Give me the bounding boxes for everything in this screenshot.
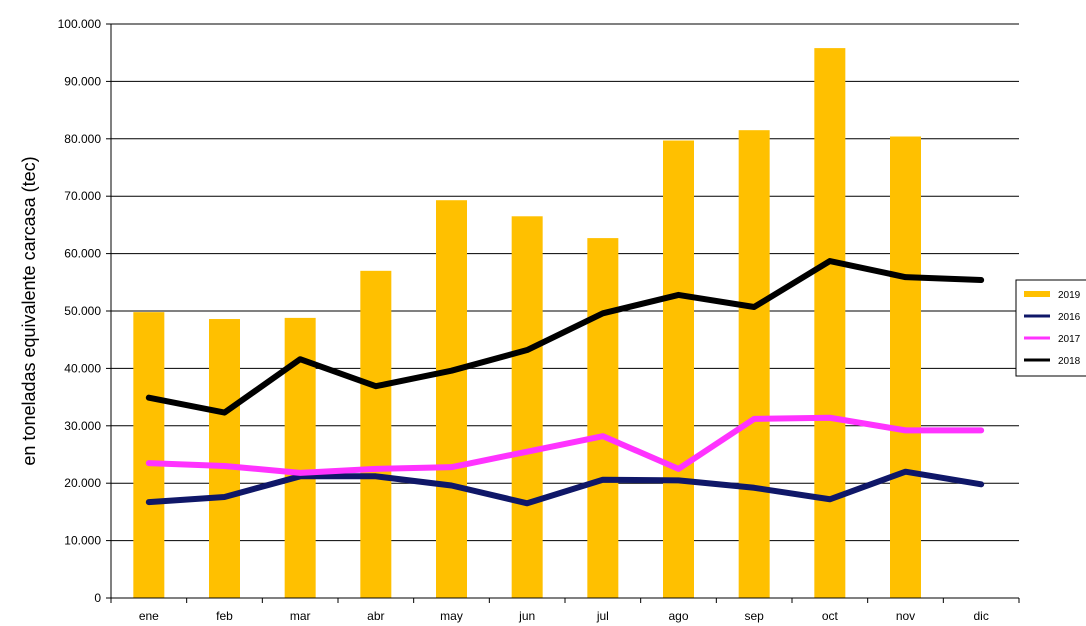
y-tick-label: 80.000 (64, 132, 101, 146)
bar-series (133, 48, 921, 599)
gridlines (111, 23, 1019, 542)
legend-label-2017: 2017 (1058, 334, 1081, 345)
x-tick-label: dic (973, 609, 988, 623)
line-2017 (145, 414, 985, 476)
x-tick-label: jun (518, 609, 535, 623)
y-axis-label: en toneladas equivalente carcasa (tec) (19, 156, 39, 465)
y-tick-label: 50.000 (64, 304, 101, 318)
y-tick-label: 30.000 (64, 419, 101, 433)
bar-2019-ene (133, 312, 165, 598)
x-tick-label: oct (822, 609, 839, 623)
bar-2019-abr (360, 270, 392, 598)
x-tick-labels: ene feb mar abr may jun jul ago sep oct nov dic (139, 609, 989, 623)
line-2018 (145, 258, 985, 416)
bar-2019-ago (663, 140, 694, 598)
y-tick-labels: 0 10.000 20.000 30.000 40.000 50.000 60.000 70.… (58, 17, 102, 605)
x-tick-label: mar (290, 609, 311, 623)
line-series (145, 258, 985, 507)
legend-label-2018: 2018 (1058, 356, 1081, 367)
bar-2019-feb (209, 319, 240, 598)
bar-2019-jun (511, 216, 543, 599)
y-tick-label: 100.000 (58, 17, 102, 31)
x-tick-label: abr (367, 609, 384, 623)
x-tick-label: jul (596, 609, 609, 623)
axes (106, 23, 1020, 603)
x-tick-label: ene (139, 609, 159, 623)
x-tick-label: feb (216, 609, 233, 623)
line-2016 (145, 468, 985, 507)
y-tick-label: 0 (94, 591, 101, 605)
bar-2019-may (436, 200, 467, 598)
y-tick-label: 70.000 (64, 189, 101, 203)
x-tick-label: may (440, 609, 463, 623)
legend: 2019 2016 2017 2018 (1015, 279, 1086, 377)
y-tick-label: 60.000 (64, 247, 101, 261)
bar-2019-nov (890, 136, 921, 598)
bar-2019-jul (587, 238, 619, 599)
y-tick-label: 40.000 (64, 361, 101, 375)
bar-2019-sep (738, 130, 770, 598)
y-tick-label: 20.000 (64, 476, 101, 490)
x-tick-label: ago (668, 609, 688, 623)
legend-label-2016: 2016 (1058, 312, 1081, 323)
y-tick-label: 10.000 (64, 534, 101, 548)
x-tick-label: nov (896, 609, 915, 623)
bar-2019-oct (814, 48, 846, 598)
y-tick-label: 90.000 (64, 74, 101, 88)
legend-label-2019: 2019 (1058, 290, 1081, 301)
x-tick-label: sep (744, 609, 764, 623)
